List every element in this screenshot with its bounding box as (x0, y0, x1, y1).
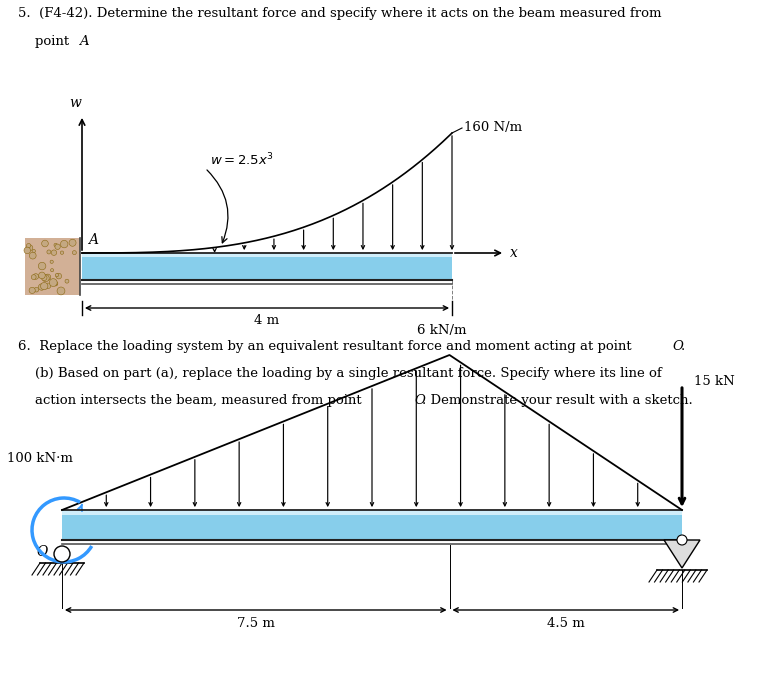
Bar (82, 253, 452, 257)
Circle shape (31, 275, 36, 279)
Circle shape (39, 284, 45, 291)
Circle shape (60, 251, 64, 254)
Circle shape (38, 262, 46, 270)
Circle shape (49, 279, 57, 286)
Circle shape (32, 250, 36, 253)
Text: 160 N/m: 160 N/m (464, 122, 522, 135)
Text: O: O (414, 394, 425, 407)
Text: 6 kN/m: 6 kN/m (417, 324, 466, 337)
Text: (b) Based on part (a), replace the loading by a single resultant force. Specify : (b) Based on part (a), replace the loadi… (35, 367, 662, 380)
Text: A: A (88, 233, 98, 247)
Text: 100 kN·m: 100 kN·m (7, 452, 73, 465)
Text: 6.  Replace the loading system by an equivalent resultant force and moment actin: 6. Replace the loading system by an equi… (18, 340, 636, 353)
Circle shape (51, 250, 57, 256)
Text: x: x (510, 246, 518, 260)
Circle shape (55, 281, 58, 285)
Circle shape (24, 247, 30, 254)
Circle shape (39, 272, 46, 279)
Circle shape (55, 244, 60, 250)
Circle shape (61, 240, 68, 248)
Circle shape (69, 239, 76, 246)
FancyBboxPatch shape (25, 238, 80, 295)
Bar (62, 510, 682, 540)
Circle shape (34, 287, 39, 292)
Circle shape (41, 275, 47, 281)
Text: $w = 2.5x^3$: $w = 2.5x^3$ (210, 152, 274, 168)
Polygon shape (664, 540, 700, 568)
Text: A: A (79, 35, 89, 48)
Circle shape (42, 240, 49, 247)
Bar (82, 253, 452, 280)
Circle shape (51, 269, 54, 272)
Circle shape (46, 283, 51, 288)
Text: action intersects the beam, measured from point: action intersects the beam, measured fro… (35, 394, 366, 407)
Circle shape (50, 260, 53, 263)
Circle shape (54, 546, 70, 562)
Text: 4.5 m: 4.5 m (547, 617, 584, 630)
Circle shape (72, 251, 77, 254)
Text: 5.  (F4-42). Determine the resultant force and specify where it acts on the beam: 5. (F4-42). Determine the resultant forc… (18, 7, 662, 20)
Circle shape (54, 282, 58, 286)
Text: O: O (36, 545, 48, 559)
Circle shape (27, 243, 31, 248)
Circle shape (57, 287, 65, 295)
Circle shape (29, 287, 35, 293)
Text: 7.5 m: 7.5 m (237, 617, 275, 630)
Circle shape (56, 273, 61, 279)
Circle shape (55, 273, 58, 277)
Text: .: . (681, 340, 685, 353)
Circle shape (47, 250, 51, 254)
Circle shape (27, 245, 33, 251)
Text: .: . (85, 35, 90, 48)
Circle shape (42, 275, 49, 281)
Circle shape (30, 252, 36, 259)
Text: 4 m: 4 m (254, 314, 279, 327)
Text: . Demonstrate your result with a sketch.: . Demonstrate your result with a sketch. (422, 394, 693, 407)
Circle shape (65, 279, 69, 283)
Text: 15 kN: 15 kN (694, 375, 735, 388)
Circle shape (33, 274, 39, 279)
Circle shape (40, 282, 48, 290)
Circle shape (54, 243, 58, 247)
Text: O: O (672, 340, 683, 353)
Text: w: w (69, 96, 81, 110)
Bar (62, 510, 682, 515)
Circle shape (677, 535, 687, 545)
Text: point: point (35, 35, 74, 48)
Circle shape (45, 274, 51, 280)
